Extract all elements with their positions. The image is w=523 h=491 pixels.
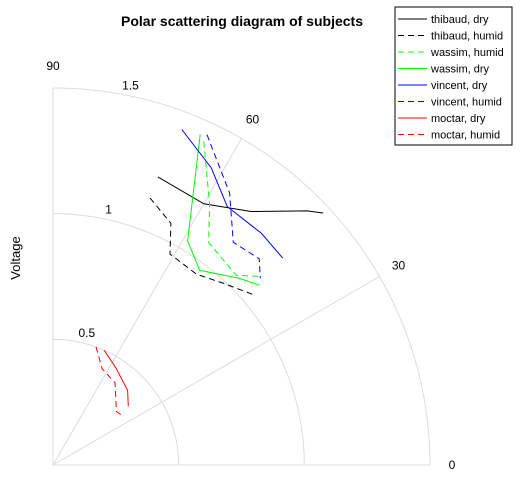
legend-entry: moctar, humid (398, 130, 500, 142)
legend-label: moctar, dry (431, 113, 486, 125)
angle-tick-label: 30 (392, 259, 406, 273)
radial-tick-label: 0.5 (78, 326, 95, 340)
angle-tick-label: 60 (246, 112, 260, 126)
legend-entry: moctar, dry (398, 113, 486, 125)
radial-tick-label: 1.5 (122, 79, 139, 93)
angle-tick-label: 90 (46, 59, 60, 73)
series-line (157, 176, 324, 214)
angle-tick-label: 0 (449, 458, 456, 472)
legend-label: thibaud, dry (431, 14, 489, 26)
legend-entry: thibaud, dry (398, 14, 489, 26)
legend: thibaud, dry thibaud, humid wassim, humid w… (394, 6, 513, 146)
legend-box (394, 6, 513, 146)
grid-circle (52, 213, 305, 466)
series-line (103, 349, 129, 407)
series-line (181, 129, 284, 259)
legend-entry: thibaud, humid (398, 31, 503, 43)
legend-entry: vincent, dry (398, 80, 488, 92)
legend-label: wassim, dry (430, 64, 490, 76)
series-lines (95, 129, 324, 417)
legend-label: moctar, humid (431, 130, 500, 142)
legend-entry: wassim, dry (398, 64, 490, 76)
series-line (149, 197, 256, 296)
series-line (95, 346, 124, 417)
grid-spoke (52, 138, 242, 466)
tick-labels: 0 30 60 90 0.5 1 1.5 (46, 59, 455, 472)
grid-circle (52, 338, 180, 466)
y-axis-label: Voltage (8, 236, 23, 279)
series-line (187, 134, 260, 286)
series-line (206, 134, 261, 279)
series-line (203, 141, 263, 278)
legend-label: thibaud, humid (431, 31, 503, 43)
grid-spoke (52, 276, 380, 466)
legend-label: vincent, humid (431, 97, 502, 109)
legend-entry: vincent, humid (398, 97, 502, 109)
legend-label: wassim, humid (430, 47, 504, 59)
legend-label: vincent, dry (431, 80, 488, 92)
legend-entry: wassim, humid (398, 47, 504, 59)
polar-grid (52, 87, 431, 466)
chart-title: Polar scattering diagram of subjects (121, 13, 363, 29)
grid-circle (52, 87, 431, 466)
radial-tick-label: 1 (105, 202, 112, 216)
